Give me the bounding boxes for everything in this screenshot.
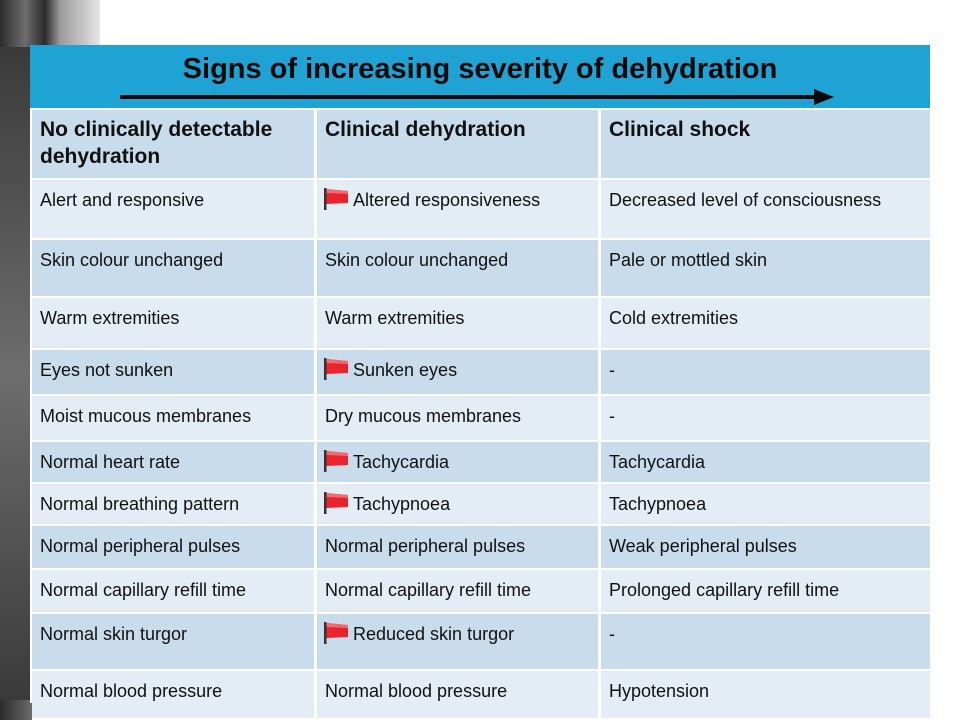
slide-title: Signs of increasing severity of dehydrat… <box>182 53 778 85</box>
table-header-row: No clinically detectable dehydration Cli… <box>32 110 930 180</box>
slide-edge-left <box>0 47 32 700</box>
title-bar: Signs of increasing severity of dehydrat… <box>30 45 930 108</box>
cell-no-dehydration: Normal peripheral pulses <box>32 526 317 570</box>
cell-no-dehydration: Alert and responsive <box>32 180 317 240</box>
cell-text: Tachycardia <box>609 452 706 472</box>
cell-text: Tachypnoea <box>353 494 451 514</box>
cell-text: Moist mucous membranes <box>40 406 252 426</box>
cell-clinical-dehydration: Normal capillary refill time <box>317 570 601 614</box>
cell-text: Tachypnoea <box>609 494 707 514</box>
slide-content: Signs of increasing severity of dehydrat… <box>30 45 930 720</box>
cell-text: Skin colour unchanged <box>325 250 509 270</box>
cell-no-dehydration: Normal capillary refill time <box>32 570 317 614</box>
table-row: Normal blood pressure Normal blood pressu… <box>32 671 930 720</box>
cell-text: Cold extremities <box>609 308 739 328</box>
red-flag-icon <box>324 188 348 210</box>
cell-text: Normal blood pressure <box>325 681 508 701</box>
cell-text: Alert and responsive <box>40 190 205 210</box>
table-row: Normal heart rate Tachycardia Tachycardia <box>32 442 930 484</box>
cell-clinical-dehydration: Normal peripheral pulses <box>317 526 601 570</box>
column-header-clinical-shock: Clinical shock <box>601 110 930 180</box>
column-header-no-dehydration: No clinically detectable dehydration <box>32 110 317 180</box>
cell-clinical-shock: Weak peripheral pulses <box>601 526 930 570</box>
cell-no-dehydration: Eyes not sunken <box>32 350 317 396</box>
cell-clinical-shock: Tachycardia <box>601 442 930 484</box>
cell-no-dehydration: Normal skin turgor <box>32 614 317 671</box>
cell-clinical-shock: Tachypnoea <box>601 484 930 526</box>
dehydration-table: No clinically detectable dehydration Cli… <box>32 110 930 720</box>
cell-clinical-shock: - <box>601 350 930 396</box>
cell-no-dehydration: Skin colour unchanged <box>32 240 317 298</box>
cell-text: Prolonged capillary refill time <box>609 580 840 600</box>
cell-text: Warm extremities <box>40 308 180 328</box>
cell-text: Sunken eyes <box>353 360 458 380</box>
table-row: Normal skin turgor Reduced skin turgor - <box>32 614 930 671</box>
severity-arrow-icon <box>120 89 834 105</box>
cell-text: Altered responsiveness <box>353 190 541 210</box>
cell-no-dehydration: Moist mucous membranes <box>32 396 317 442</box>
cell-clinical-dehydration: Sunken eyes <box>317 350 601 396</box>
cell-text: Reduced skin turgor <box>353 624 515 644</box>
cell-no-dehydration: Normal breathing pattern <box>32 484 317 526</box>
cell-clinical-dehydration: Warm extremities <box>317 298 601 350</box>
cell-text: Hypotension <box>609 681 710 701</box>
cell-text: - <box>609 360 615 380</box>
table-row: Warm extremities Warm extremities Cold ext… <box>32 298 930 350</box>
table-row: Eyes not sunken Sunken eyes - <box>32 350 930 396</box>
table-row: Normal peripheral pulses Normal periphera… <box>32 526 930 570</box>
column-header-clinical-dehydration: Clinical dehydration <box>317 110 601 180</box>
cell-text: Tachycardia <box>353 452 450 472</box>
cell-text: Eyes not sunken <box>40 360 174 380</box>
table-row: Moist mucous membranes Dry mucous membran… <box>32 396 930 442</box>
table-row: Skin colour unchanged Skin colour unchang… <box>32 240 930 298</box>
cell-text: Normal heart rate <box>40 452 181 472</box>
cell-text: Warm extremities <box>325 308 465 328</box>
cell-no-dehydration: Normal heart rate <box>32 442 317 484</box>
red-flag-icon <box>324 450 348 472</box>
cell-clinical-dehydration: Normal blood pressure <box>317 671 601 720</box>
cell-clinical-dehydration: Dry mucous membranes <box>317 396 601 442</box>
cell-clinical-dehydration: Skin colour unchanged <box>317 240 601 298</box>
cell-text: Normal skin turgor <box>40 624 188 644</box>
cell-text: Weak peripheral pulses <box>609 536 797 556</box>
cell-text: Pale or mottled skin <box>609 250 768 270</box>
cell-text: - <box>609 624 615 644</box>
cell-no-dehydration: Normal blood pressure <box>32 671 317 720</box>
cell-text: Normal peripheral pulses <box>325 536 526 556</box>
slide-edge-top <box>0 0 100 47</box>
cell-clinical-shock: - <box>601 614 930 671</box>
cell-clinical-shock: Hypotension <box>601 671 930 720</box>
cell-text: Dry mucous membranes <box>325 406 522 426</box>
table-row: Normal capillary refill time Normal capil… <box>32 570 930 614</box>
cell-clinical-dehydration: Altered responsiveness <box>317 180 601 240</box>
cell-text: Decreased level of consciousness <box>609 190 882 210</box>
cell-clinical-dehydration: Tachypnoea <box>317 484 601 526</box>
cell-clinical-dehydration: Tachycardia <box>317 442 601 484</box>
cell-clinical-shock: Prolonged capillary refill time <box>601 570 930 614</box>
cell-text: Normal blood pressure <box>40 681 223 701</box>
red-flag-icon <box>324 622 348 644</box>
cell-clinical-shock: Cold extremities <box>601 298 930 350</box>
cell-text: Normal capillary refill time <box>325 580 532 600</box>
cell-clinical-shock: Decreased level of consciousness <box>601 180 930 240</box>
cell-no-dehydration: Warm extremities <box>32 298 317 350</box>
table-row: Normal breathing pattern Tachypnoea Tachyp… <box>32 484 930 526</box>
red-flag-icon <box>324 358 348 380</box>
table-row: Alert and responsive Altered responsivene… <box>32 180 930 240</box>
cell-text: Normal peripheral pulses <box>40 536 241 556</box>
cell-text: Normal breathing pattern <box>40 494 240 514</box>
cell-clinical-shock: - <box>601 396 930 442</box>
cell-text: - <box>609 406 615 426</box>
cell-clinical-shock: Pale or mottled skin <box>601 240 930 298</box>
cell-text: Normal capillary refill time <box>40 580 247 600</box>
cell-clinical-dehydration: Reduced skin turgor <box>317 614 601 671</box>
cell-text: Skin colour unchanged <box>40 250 224 270</box>
red-flag-icon <box>324 492 348 514</box>
